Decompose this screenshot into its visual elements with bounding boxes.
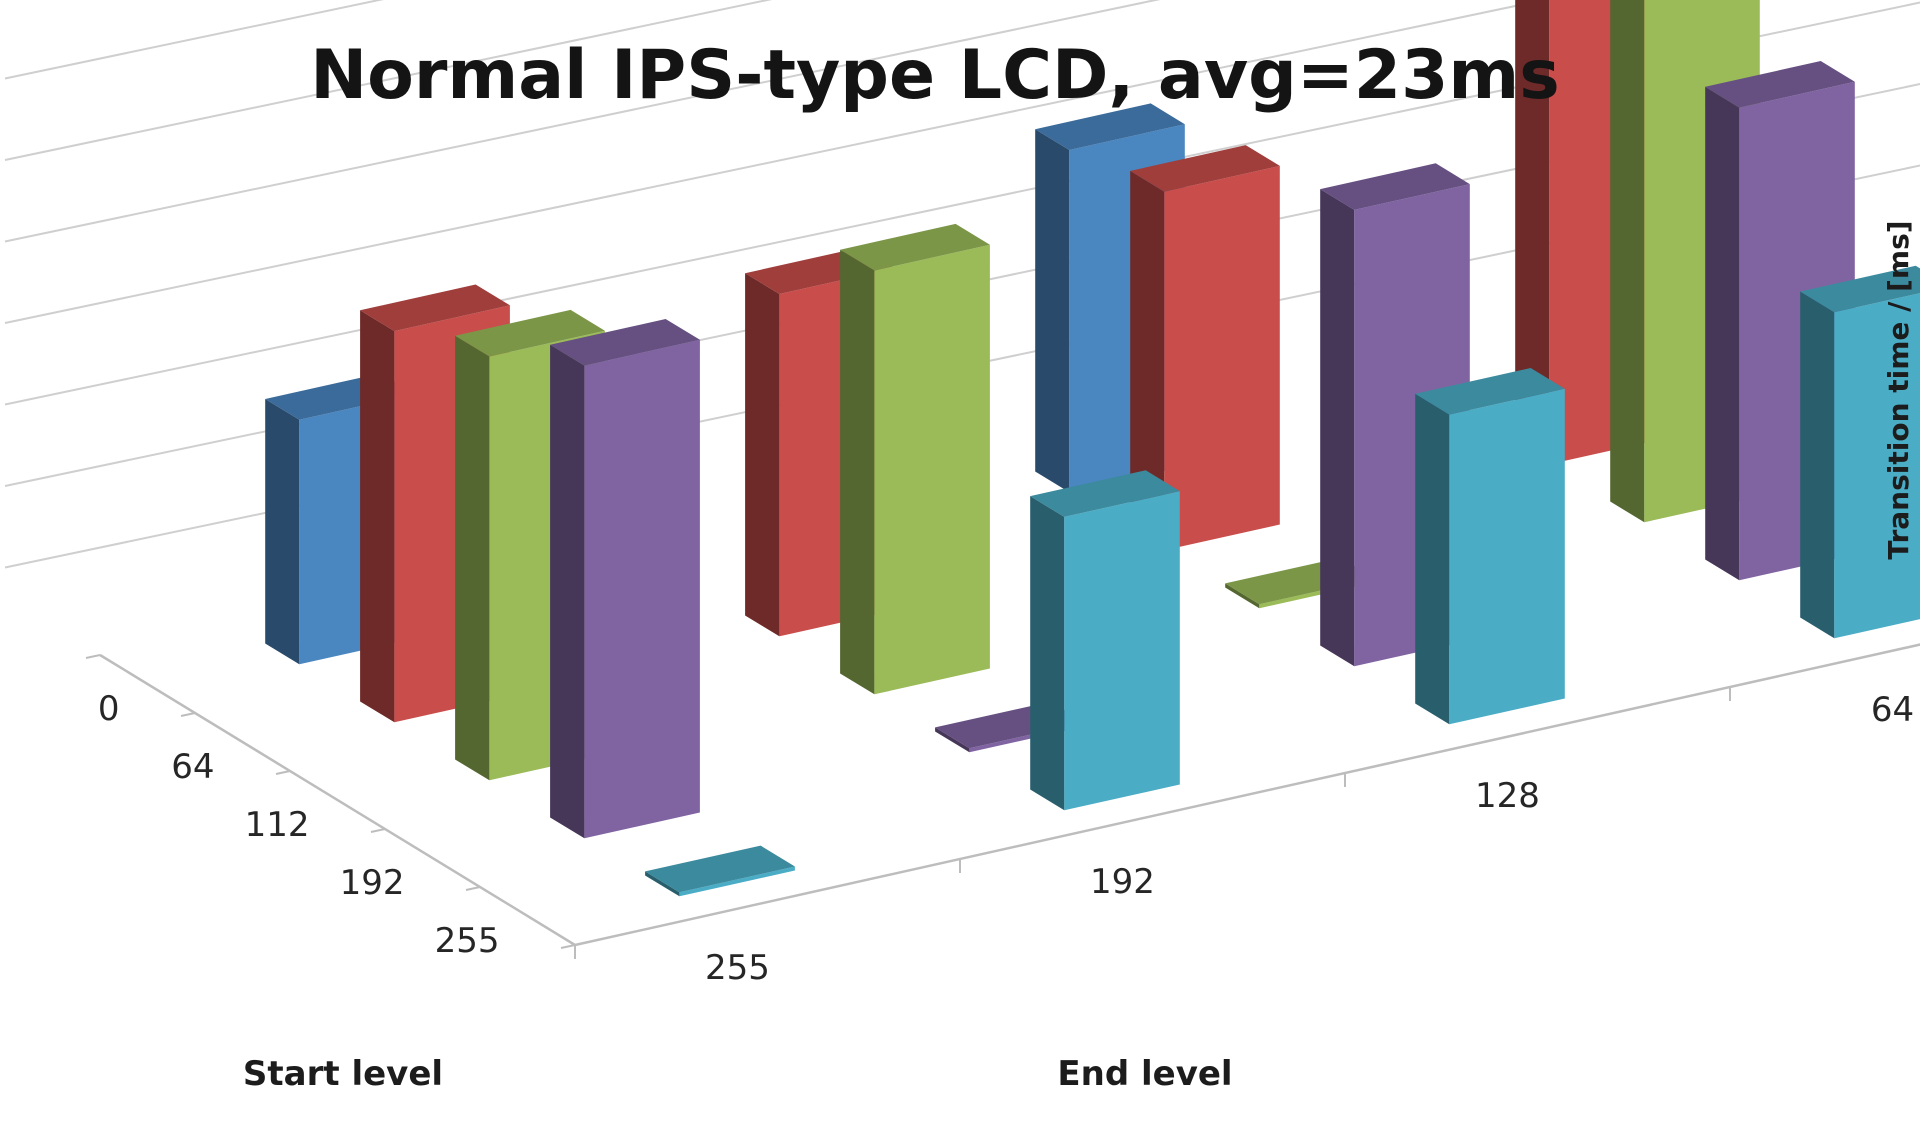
bar-side-face bbox=[1130, 170, 1165, 551]
start-level-tick-label: 112 bbox=[245, 805, 310, 845]
bar-side-face bbox=[265, 399, 300, 665]
bar-front-face bbox=[1164, 165, 1280, 551]
bar-top-face bbox=[1415, 368, 1565, 415]
bar-side-face bbox=[455, 335, 490, 781]
bar-front-face bbox=[1064, 491, 1180, 811]
bar-start-112-end-192 bbox=[840, 223, 990, 695]
bar-start-64-end-128 bbox=[1130, 145, 1280, 551]
bar-top-face bbox=[1705, 61, 1855, 108]
end-level-axis-line bbox=[574, 643, 1920, 947]
start-level-axis-line bbox=[99, 653, 576, 947]
start-level-axis-label: Start level bbox=[243, 1054, 443, 1094]
bar-front-face bbox=[1449, 388, 1565, 725]
bar-start-192-end-255 bbox=[550, 319, 700, 839]
bar-side-face bbox=[1610, 0, 1645, 523]
bar-start-255-end-128 bbox=[1415, 368, 1565, 725]
bar-side-face bbox=[1515, 0, 1550, 465]
start-level-tick-label: 64 bbox=[171, 747, 214, 787]
bar-front-face bbox=[584, 339, 700, 839]
start-level-tick-mark bbox=[180, 712, 196, 717]
bar-top-face bbox=[1800, 265, 1920, 313]
bar-top-face bbox=[1320, 163, 1470, 210]
start-level-tick-label: 192 bbox=[340, 863, 405, 903]
start-level-tick-mark bbox=[465, 886, 481, 891]
start-level-ticks: 0 64 112 192 255 bbox=[98, 689, 500, 961]
bar-top-face bbox=[840, 223, 990, 271]
bar-top-face bbox=[360, 284, 510, 332]
bar-top-face bbox=[1130, 145, 1280, 192]
floor bbox=[85, 643, 1920, 959]
end-level-tick-label: 128 bbox=[1475, 776, 1540, 816]
bar-top-face bbox=[1030, 470, 1180, 517]
end-level-tick-label: 192 bbox=[1090, 862, 1155, 902]
gridline bbox=[4, 0, 384, 80]
start-level-tick-mark bbox=[85, 654, 101, 659]
bar-side-face bbox=[1800, 291, 1835, 639]
bar-side-face bbox=[935, 727, 970, 753]
bar-side-face bbox=[1035, 129, 1070, 493]
end-level-tick-label: 255 bbox=[705, 948, 770, 988]
bar-side-face bbox=[1705, 86, 1740, 581]
bar-top-face bbox=[645, 845, 795, 893]
end-level-axis-label: End level bbox=[1057, 1054, 1232, 1094]
bars bbox=[265, 0, 1920, 897]
bar-start-255-end-192 bbox=[1030, 470, 1180, 811]
chart-title: Normal IPS-type LCD, avg=23ms bbox=[310, 36, 1560, 115]
bar-top-face bbox=[455, 309, 605, 357]
bar-side-face bbox=[1225, 583, 1260, 609]
start-level-tick-mark bbox=[370, 828, 386, 833]
bar-side-face bbox=[1415, 393, 1450, 725]
gridline bbox=[4, 0, 1161, 243]
z-axis-label: Transition time / [ms] bbox=[1882, 220, 1915, 559]
bar-top-face bbox=[1035, 103, 1185, 150]
end-level-tick-label: 64 bbox=[1871, 690, 1914, 730]
bar-start-255-end-255 bbox=[645, 845, 795, 897]
bar-front-face bbox=[874, 244, 990, 695]
bar-front-face bbox=[1834, 293, 1920, 639]
gridline bbox=[4, 0, 1549, 324]
bar-side-face bbox=[550, 344, 585, 839]
bar-top-face bbox=[550, 319, 700, 366]
gridline bbox=[4, 0, 773, 161]
bar-side-face bbox=[645, 871, 680, 897]
start-level-tick-label: 255 bbox=[435, 921, 500, 961]
bar-side-face bbox=[1030, 496, 1065, 811]
bar-side-face bbox=[745, 273, 780, 637]
start-level-tick-mark bbox=[560, 944, 576, 949]
bar-side-face bbox=[360, 310, 395, 723]
bar-side-face bbox=[840, 249, 875, 695]
bar-start-255-end-64 bbox=[1800, 265, 1920, 639]
start-level-tick-label: 0 bbox=[98, 689, 120, 729]
bar-front-face bbox=[679, 866, 795, 897]
bar-side-face bbox=[1320, 189, 1355, 667]
start-level-tick-mark bbox=[275, 770, 291, 775]
